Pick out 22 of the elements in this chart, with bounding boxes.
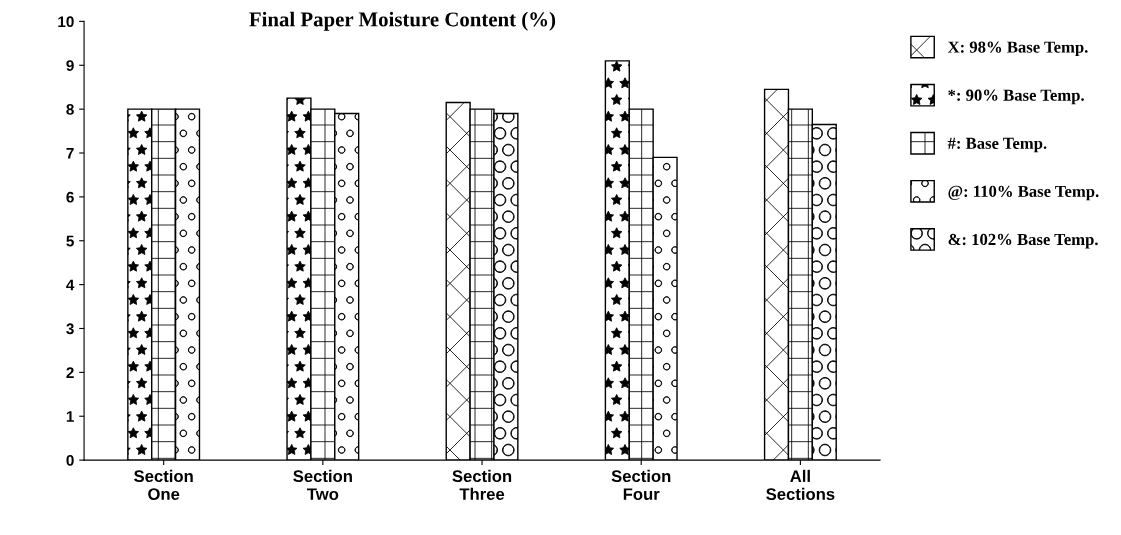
y-tick-label: 1: [66, 411, 74, 422]
y-tick-label: 7: [66, 148, 74, 159]
x-tick-label: Section Two: [293, 469, 352, 501]
y-tick-label: 2: [66, 367, 74, 378]
legend-label: #: Base Temp.: [947, 137, 1047, 153]
y-tick-label: 10: [58, 16, 74, 28]
y-tick-label: 4: [66, 279, 75, 291]
x-tick-label: Section One: [134, 469, 193, 501]
legend-label: X: 98% Base Temp.: [947, 41, 1088, 57]
x-tick-label: Section Three: [452, 469, 512, 501]
y-tick-label: 8: [66, 104, 74, 115]
y-tick-label: 6: [66, 191, 74, 203]
legend-label: &: 102% Base Temp.: [948, 233, 1098, 249]
legend-label: *: 90% Base Temp.: [948, 89, 1084, 105]
chart-title: Final Paper Moisture Content (%): [249, 11, 556, 31]
x-tick-label: All Sections: [766, 469, 835, 501]
x-tick-label: Section Four: [611, 469, 671, 501]
y-tick-label: 9: [66, 60, 74, 71]
legend-label: @: 110% Base Temp.: [948, 185, 1099, 201]
y-tick-label: 5: [66, 235, 74, 247]
y-tick-label: 0: [66, 454, 74, 466]
y-tick-label: 3: [66, 323, 74, 335]
